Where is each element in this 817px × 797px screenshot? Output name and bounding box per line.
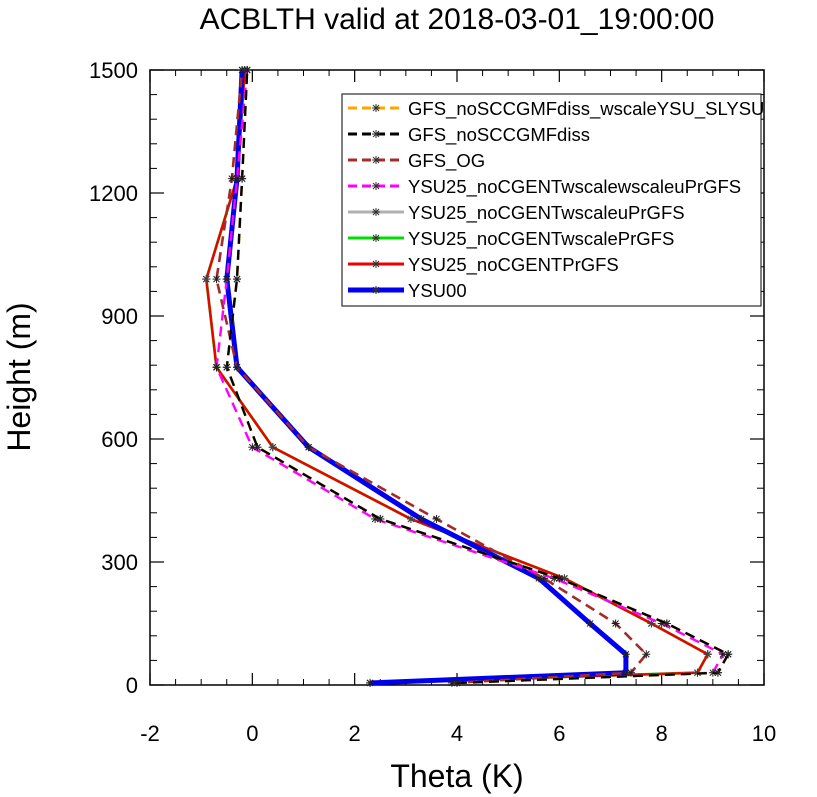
- series-point: [212, 363, 221, 372]
- legend-label: YSU00: [408, 280, 467, 301]
- series-point: [227, 174, 236, 183]
- series-point: [611, 619, 620, 628]
- legend-entry: YSU00: [348, 280, 467, 301]
- legend-marker: [372, 156, 380, 164]
- x-tick-label: -2: [140, 721, 160, 746]
- legend-marker: [372, 130, 380, 138]
- series-GFS_noSCCGMFdiss: [222, 66, 733, 687]
- legend-label: YSU25_noCGENTwscalePrGFS: [408, 228, 674, 250]
- series-point: [406, 514, 415, 523]
- legend-entry: YSU25_noCGENTPrGFS: [348, 254, 619, 276]
- series-GFS_OG: [212, 66, 651, 687]
- series-point: [647, 619, 656, 628]
- y-tick-label: 900: [101, 304, 138, 329]
- legend-box: [341, 93, 762, 307]
- legend-label: YSU25_noCGENTwscalewscaleuPrGFS: [408, 176, 741, 198]
- series-point: [238, 174, 247, 183]
- legend-marker: [372, 260, 380, 268]
- x-tick-label: 2: [349, 721, 361, 746]
- legend-entry: YSU25_noCGENTwscalewscaleuPrGFS: [348, 176, 741, 198]
- legend-marker: [372, 234, 380, 242]
- x-tick-label: 8: [656, 721, 668, 746]
- y-axis-label: Height (m): [1, 302, 37, 451]
- series-point: [555, 574, 564, 583]
- x-tick-label: 4: [451, 721, 463, 746]
- legend-entry: GFS_OG: [348, 150, 485, 172]
- series-point: [713, 668, 722, 677]
- legend-label: GFS_noSCCGMFdiss: [408, 124, 590, 146]
- y-tick-label: 1500: [89, 58, 138, 83]
- chart-title: ACBLTH valid at 2018-03-01_19:00:00: [200, 3, 715, 36]
- x-tick-label: 0: [246, 721, 258, 746]
- series-point: [268, 443, 277, 452]
- legend-label: YSU25_noCGENTwscaleuPrGFS: [408, 202, 685, 224]
- series-point: [366, 678, 375, 687]
- series-point: [432, 514, 441, 523]
- series-point: [703, 650, 712, 659]
- series-layer: [202, 66, 733, 687]
- legend: GFS_noSCCGMFdiss_wscaleYSU_SLYSU GFS_noSC…: [341, 93, 764, 307]
- y-tick-label: 1200: [89, 181, 138, 206]
- legend-entry: YSU25_noCGENTwscalePrGFS: [348, 228, 674, 250]
- series-point: [621, 650, 630, 659]
- legend-label: GFS_noSCCGMFdiss_wscaleYSU_SLYSU: [408, 98, 764, 120]
- series-point: [724, 650, 733, 659]
- series-point: [202, 275, 211, 284]
- legend-marker: [372, 208, 380, 216]
- legend-label: YSU25_noCGENTPrGFS: [408, 254, 619, 276]
- series-point: [626, 668, 635, 677]
- y-tick-label: 600: [101, 427, 138, 452]
- legend-label: GFS_OG: [408, 150, 485, 172]
- series-point: [253, 443, 262, 452]
- series-point: [417, 514, 426, 523]
- legend-marker: [372, 104, 380, 112]
- series-point: [248, 443, 257, 452]
- x-tick-label: 10: [752, 721, 776, 746]
- series-point: [232, 363, 241, 372]
- x-tick-label: 6: [553, 721, 565, 746]
- series-point: [243, 66, 252, 74]
- legend-marker: [372, 286, 380, 294]
- y-tick-label: 0: [126, 673, 138, 698]
- series-point: [232, 275, 241, 284]
- legend-entry: GFS_noSCCGMFdiss_wscaleYSU_SLYSU: [348, 98, 764, 120]
- series-point: [304, 443, 313, 452]
- y-tick-label: 300: [101, 550, 138, 575]
- series-point: [222, 275, 231, 284]
- series-point: [586, 619, 595, 628]
- series-point: [376, 514, 385, 523]
- x-axis-label: Theta (K): [390, 758, 523, 794]
- series-point: [642, 650, 651, 659]
- legend-marker: [372, 182, 380, 190]
- series-point: [453, 678, 461, 687]
- legend-entry: GFS_noSCCGMFdiss: [348, 124, 590, 146]
- series-point: [662, 619, 671, 628]
- series-point: [212, 275, 221, 284]
- series-point: [222, 363, 231, 372]
- legend-entry: YSU25_noCGENTwscaleuPrGFS: [348, 202, 685, 224]
